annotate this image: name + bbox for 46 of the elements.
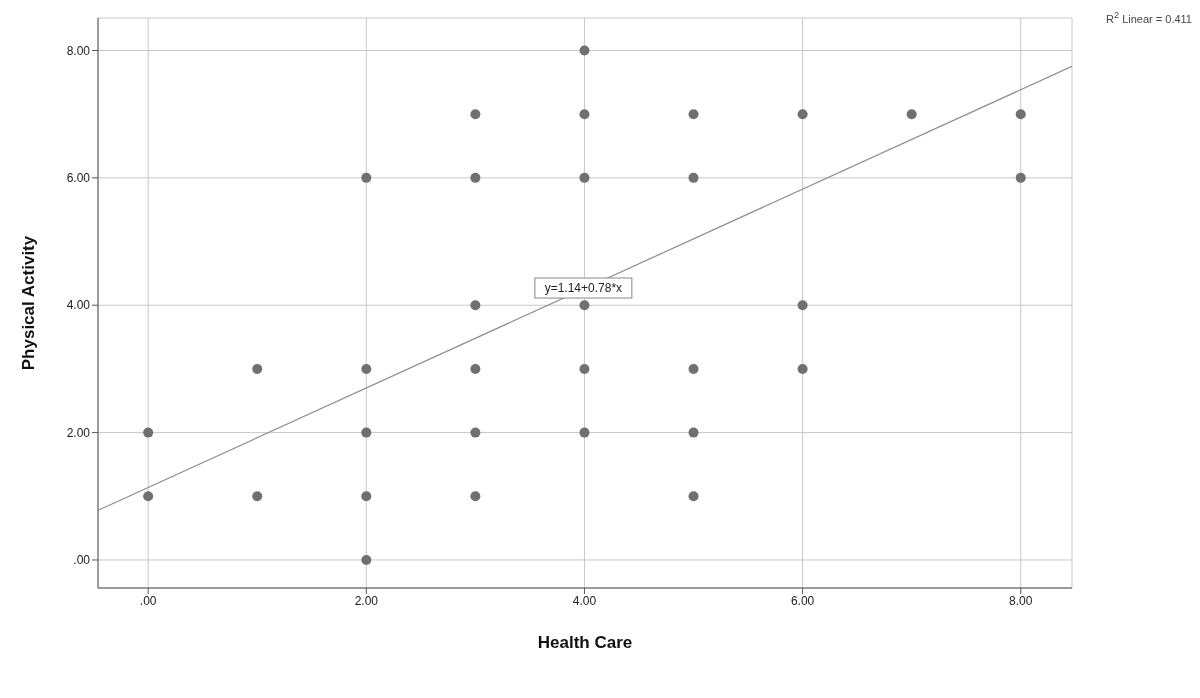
point <box>470 491 481 502</box>
point <box>797 363 808 374</box>
point <box>579 45 590 56</box>
point <box>361 363 372 374</box>
point <box>1015 172 1026 183</box>
point <box>579 363 590 374</box>
point <box>252 491 263 502</box>
point <box>797 300 808 311</box>
point <box>579 427 590 438</box>
point <box>252 363 263 374</box>
x-tick-label: .00 <box>139 593 157 608</box>
y-tick-label: 2.00 <box>66 425 91 440</box>
point <box>579 172 590 183</box>
point <box>797 109 808 120</box>
point <box>470 300 481 311</box>
y-tick-label: 6.00 <box>66 171 91 186</box>
point <box>688 427 699 438</box>
point <box>470 172 481 183</box>
x-tick-label: 2.00 <box>354 593 379 608</box>
point <box>143 491 154 502</box>
point <box>143 427 154 438</box>
annotation: y=1.14+0.78*x <box>544 281 623 296</box>
point <box>579 300 590 311</box>
x-tick-label: 8.00 <box>1009 593 1033 608</box>
point <box>361 427 372 438</box>
y-axis-title: Physical Activity <box>19 235 39 371</box>
x-tick-label: 4.00 <box>572 593 597 608</box>
y-tick-label: 8.00 <box>66 43 91 58</box>
point <box>361 172 372 183</box>
text: R$^{2}$ Linear = 0.411 <box>1106 10 1192 25</box>
point <box>470 109 481 120</box>
point <box>361 491 372 502</box>
point <box>1015 109 1026 120</box>
point <box>579 109 590 120</box>
x-tick-label: 6.00 <box>790 593 815 608</box>
point <box>361 554 372 565</box>
point <box>470 427 481 438</box>
x-axis-title: Health Care <box>537 633 633 652</box>
point <box>688 491 699 502</box>
y-tick-label: .00 <box>73 553 91 568</box>
point <box>688 172 699 183</box>
point <box>688 363 699 374</box>
point <box>688 109 699 120</box>
point <box>470 363 481 374</box>
y-tick-label: 4.00 <box>66 298 91 313</box>
point <box>906 109 917 120</box>
